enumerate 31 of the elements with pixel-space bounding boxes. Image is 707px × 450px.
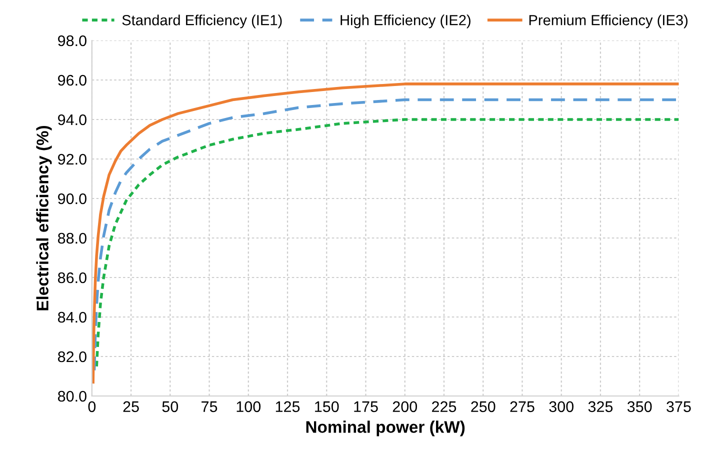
x-tick-label: 375 <box>666 401 691 412</box>
x-tick-label: 75 <box>202 401 218 412</box>
x-tick-label: 250 <box>471 401 496 412</box>
x-tick-label: 175 <box>354 401 378 412</box>
y-tick-label: 88.0 <box>58 232 86 244</box>
y-tick-label: 82.0 <box>58 351 86 362</box>
x-tick-label: 200 <box>392 401 418 412</box>
x-tick-label: 150 <box>315 401 339 412</box>
legend-label: High Efficiency (IE2) <box>340 14 470 28</box>
x-tick-label: 0 <box>88 401 96 412</box>
y-tick-label: 94.0 <box>58 114 86 126</box>
y-tick-label: 80.0 <box>58 390 86 402</box>
x-tick-label: 300 <box>549 401 574 412</box>
x-tick-label: 350 <box>627 401 652 412</box>
y-axis-title: Electrical efficiency (%) <box>36 126 52 310</box>
x-tick-label: 25 <box>123 401 139 412</box>
y-tick-label: 84.0 <box>58 312 86 323</box>
y-tick-label: 92.0 <box>58 154 86 165</box>
x-tick-label: 100 <box>236 401 261 412</box>
legend-label: Standard Efficiency (IE1) <box>122 14 282 28</box>
x-tick-label: 225 <box>432 401 456 412</box>
y-tick-label: 98.0 <box>58 35 86 46</box>
y-tick-label: 86.0 <box>58 272 86 284</box>
x-tick-label: 275 <box>510 401 534 412</box>
x-tick-label: 325 <box>588 401 613 412</box>
y-tick-label: 96.0 <box>58 74 86 86</box>
legend-label: Premium Efficiency (IE3) <box>529 14 688 28</box>
x-tick-label: 125 <box>276 401 300 412</box>
x-tick-label: 50 <box>162 401 178 412</box>
y-tick-label: 90.0 <box>58 193 86 204</box>
x-axis-title: Nominal power (kW) <box>306 420 465 436</box>
